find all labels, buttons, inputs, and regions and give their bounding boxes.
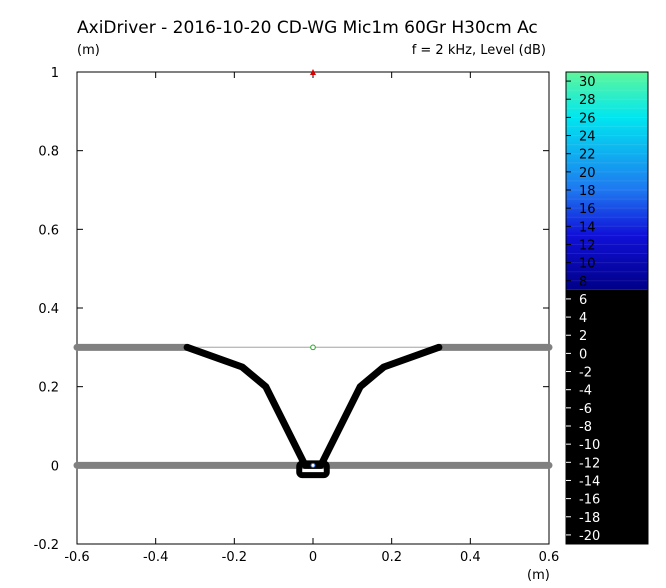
x-axis: -0.6 -0.4 -0.2 0 0.2 0.4 0.6 xyxy=(64,72,559,565)
y-tick-label: -0.2 xyxy=(34,538,59,553)
colorbar-label: -10 xyxy=(579,438,600,453)
y-tick-label: 0.8 xyxy=(38,145,59,160)
colorbar-label: 28 xyxy=(579,93,596,108)
colorbar-label: 6 xyxy=(579,293,587,308)
colorbar-black-segment xyxy=(566,289,648,544)
y-tick-label: 0.2 xyxy=(38,381,59,396)
colorbar-label: 30 xyxy=(579,75,596,90)
colorbar-label: -16 xyxy=(579,493,600,508)
y-tick-label: 0.6 xyxy=(38,223,59,238)
x-tick-label: 0.6 xyxy=(539,550,560,565)
colorbar-label: 18 xyxy=(579,184,596,199)
colorbar-label: -20 xyxy=(579,529,600,544)
colorbar-label: 0 xyxy=(579,347,587,362)
x-tick-label: 0.4 xyxy=(460,550,481,565)
x-tick-label: 0 xyxy=(309,550,317,565)
colorbar-label: -6 xyxy=(579,402,592,417)
colorbar-label: 4 xyxy=(579,311,587,326)
colorbar-label: -12 xyxy=(579,456,600,471)
colorbar-label: 20 xyxy=(579,166,596,181)
colorbar-label: 26 xyxy=(579,111,596,126)
colorbar-frame xyxy=(565,71,649,545)
x-axis-unit: (m) xyxy=(527,568,550,583)
colorbar-label: 24 xyxy=(579,130,596,145)
y-tick-label: 0.4 xyxy=(38,302,59,317)
y-tick-label: 1 xyxy=(51,66,59,81)
colorbar-color-segment xyxy=(566,72,648,290)
colorbar-label: -2 xyxy=(579,366,592,381)
x-tick-label: -0.2 xyxy=(222,550,247,565)
colorbar-label: 16 xyxy=(579,202,596,217)
colorbar-label: -18 xyxy=(579,511,600,526)
source-point xyxy=(310,462,316,468)
colorbar: 302826242220181614121086420-2-4-6-8-10-1… xyxy=(565,71,649,545)
geometry-layer xyxy=(73,69,553,479)
colorbar-label: 12 xyxy=(579,238,596,253)
colorbar-label: 10 xyxy=(579,257,596,272)
x-tick-label: -0.6 xyxy=(64,550,89,565)
x-tick-label: 0.2 xyxy=(381,550,402,565)
colorbar-label: 22 xyxy=(579,148,596,163)
colorbar-label: 2 xyxy=(579,329,587,344)
colorbar-label: 8 xyxy=(579,275,587,290)
y-axis-unit: (m) xyxy=(77,43,100,58)
colorbar-label: -8 xyxy=(579,420,592,435)
chart-title: AxiDriver - 2016-10-20 CD-WG Mic1m 60Gr … xyxy=(77,18,538,38)
colorbar-label: 14 xyxy=(579,220,596,235)
x-tick-label: -0.4 xyxy=(143,550,168,565)
colorbar-label: -4 xyxy=(579,384,592,399)
y-tick-label: 0 xyxy=(51,459,59,474)
colorbar-label: -14 xyxy=(579,474,600,489)
aperture-center-marker xyxy=(310,344,316,351)
chart-subtitle: f = 2 kHz, Level (dB) xyxy=(411,43,546,58)
mic-position-marker xyxy=(310,69,316,75)
y-axis: 1 0.8 0.6 0.4 0.2 0 -0.2 xyxy=(34,66,549,553)
